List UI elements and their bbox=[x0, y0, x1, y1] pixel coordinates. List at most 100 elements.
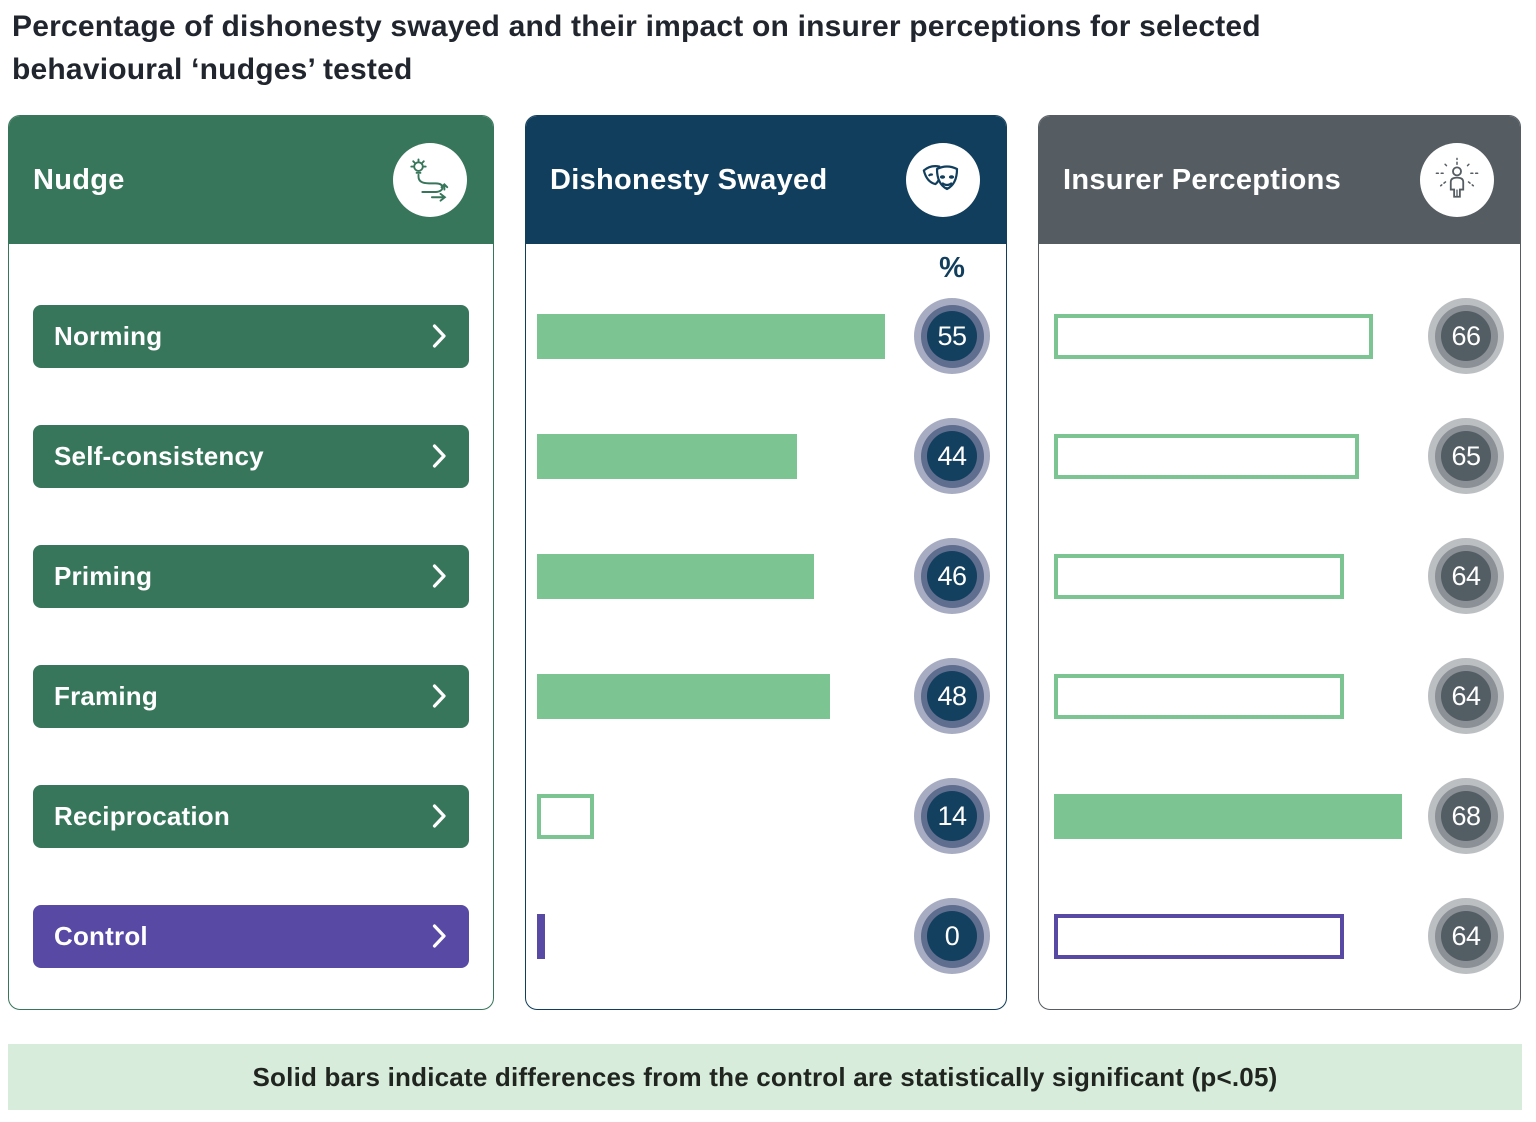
nudge-button[interactable]: Reciprocation bbox=[33, 784, 469, 848]
value-bar bbox=[537, 793, 594, 839]
value-row: 66 bbox=[1039, 276, 1520, 396]
dishonesty-swayed-header: Dishonesty Swayed bbox=[526, 116, 1006, 244]
dishonesty-swayed-title: Dishonesty Swayed bbox=[550, 163, 828, 196]
value-row: 64 bbox=[1039, 636, 1520, 756]
chevron-right-icon bbox=[432, 804, 446, 828]
value-badge-number: 0 bbox=[927, 911, 977, 961]
person-radiating-icon bbox=[1420, 143, 1494, 217]
insurer-perceptions-body: 66 65 64 64 bbox=[1039, 244, 1520, 996]
value-badge-ring: 66 bbox=[1434, 304, 1498, 368]
value-badge: 64 bbox=[1428, 658, 1504, 734]
nudge-button[interactable]: Control bbox=[33, 904, 469, 968]
value-badge-ring: 55 bbox=[920, 304, 984, 368]
nudge-button-label: Control bbox=[54, 920, 148, 951]
value-badge: 48 bbox=[914, 658, 990, 734]
nudge-button-label: Reciprocation bbox=[54, 800, 230, 831]
bar-zone bbox=[1054, 673, 1428, 719]
value-bar bbox=[1054, 553, 1344, 599]
nudge-panel-title: Nudge bbox=[33, 163, 125, 196]
bar-zone bbox=[1054, 433, 1428, 479]
nudge-button-label: Priming bbox=[54, 560, 153, 591]
value-bar bbox=[537, 553, 814, 599]
nudge-button[interactable]: Norming bbox=[33, 304, 469, 368]
value-bar bbox=[1054, 793, 1402, 839]
bar-zone bbox=[537, 433, 914, 479]
value-badge: 64 bbox=[1428, 538, 1504, 614]
value-badge: 64 bbox=[1428, 898, 1504, 974]
percent-axis-label: % bbox=[939, 252, 965, 284]
value-bar bbox=[537, 673, 830, 719]
value-badge-number: 48 bbox=[927, 671, 977, 721]
dishonesty-swayed-panel: Dishonesty Swayed bbox=[525, 115, 1007, 1010]
value-badge-ring: 64 bbox=[1434, 664, 1498, 728]
value-badge: 14 bbox=[914, 778, 990, 854]
nudge-button-label: Norming bbox=[54, 320, 163, 351]
value-row: 64 bbox=[1039, 516, 1520, 636]
nudge-panel: Nudge Norming Self-consi bbox=[8, 115, 494, 1010]
value-badge-number: 55 bbox=[927, 311, 977, 361]
value-badge-ring: 0 bbox=[920, 904, 984, 968]
nudge-button[interactable]: Self-consistency bbox=[33, 424, 469, 488]
nudge-row: Framing bbox=[9, 636, 493, 756]
value-badge: 68 bbox=[1428, 778, 1504, 854]
bar-zone bbox=[537, 673, 914, 719]
value-badge-number: 64 bbox=[1441, 551, 1491, 601]
nudge-button[interactable]: Framing bbox=[33, 664, 469, 728]
chevron-right-icon bbox=[432, 444, 446, 468]
value-row: 68 bbox=[1039, 756, 1520, 876]
value-badge: 46 bbox=[914, 538, 990, 614]
value-badge-number: 68 bbox=[1441, 791, 1491, 841]
bar-zone bbox=[537, 913, 914, 959]
nudge-row: Reciprocation bbox=[9, 756, 493, 876]
value-badge-ring: 65 bbox=[1434, 424, 1498, 488]
chevron-right-icon bbox=[432, 324, 446, 348]
value-row: 0 bbox=[526, 876, 1006, 996]
nudge-button-label: Framing bbox=[54, 680, 158, 711]
value-badge-ring: 44 bbox=[920, 424, 984, 488]
value-row: 64 bbox=[1039, 876, 1520, 996]
bar-zone bbox=[1054, 313, 1428, 359]
value-badge: 66 bbox=[1428, 298, 1504, 374]
value-badge-number: 65 bbox=[1441, 431, 1491, 481]
bar-zone bbox=[1054, 553, 1428, 599]
nudge-panel-body: Norming Self-consistency Priming Framing… bbox=[9, 244, 493, 996]
value-badge-number: 46 bbox=[927, 551, 977, 601]
value-row: 44 bbox=[526, 396, 1006, 516]
value-badge-ring: 64 bbox=[1434, 904, 1498, 968]
insurer-perceptions-header: Insurer Perceptions bbox=[1039, 116, 1520, 244]
value-badge-number: 44 bbox=[927, 431, 977, 481]
nudge-button[interactable]: Priming bbox=[33, 544, 469, 608]
value-bar bbox=[1054, 313, 1373, 359]
nudge-row: Control bbox=[9, 876, 493, 996]
nudge-panel-header: Nudge bbox=[9, 116, 493, 244]
value-badge-ring: 64 bbox=[1434, 544, 1498, 608]
value-badge: 65 bbox=[1428, 418, 1504, 494]
nudge-row: Priming bbox=[9, 516, 493, 636]
value-row: 46 bbox=[526, 516, 1006, 636]
chevron-right-icon bbox=[432, 924, 446, 948]
bar-zone bbox=[537, 793, 914, 839]
significance-note-text: Solid bars indicate differences from the… bbox=[252, 1061, 1278, 1092]
value-bar bbox=[537, 913, 545, 959]
dishonesty-swayed-body: % 55 44 46 bbox=[526, 244, 1006, 996]
bar-zone bbox=[537, 313, 914, 359]
value-badge-ring: 46 bbox=[920, 544, 984, 608]
value-bar bbox=[1054, 673, 1344, 719]
nudge-button-label: Self-consistency bbox=[54, 440, 264, 471]
value-badge: 44 bbox=[914, 418, 990, 494]
value-bar bbox=[537, 433, 797, 479]
insurer-perceptions-panel: Insurer Perceptions bbox=[1038, 115, 1521, 1010]
value-row: 65 bbox=[1039, 396, 1520, 516]
value-bar bbox=[1054, 433, 1359, 479]
panels-row: Nudge Norming Self-consi bbox=[8, 115, 1521, 1010]
value-badge-number: 66 bbox=[1441, 311, 1491, 361]
value-badge-ring: 14 bbox=[920, 784, 984, 848]
nudge-row: Norming bbox=[9, 276, 493, 396]
value-badge: 0 bbox=[914, 898, 990, 974]
theater-masks-icon bbox=[906, 143, 980, 217]
nudge-path-lightbulb-icon bbox=[393, 143, 467, 217]
significance-note-banner: Solid bars indicate differences from the… bbox=[8, 1044, 1522, 1110]
bar-zone bbox=[537, 553, 914, 599]
value-badge-number: 14 bbox=[927, 791, 977, 841]
insurer-perceptions-title: Insurer Perceptions bbox=[1063, 163, 1342, 196]
